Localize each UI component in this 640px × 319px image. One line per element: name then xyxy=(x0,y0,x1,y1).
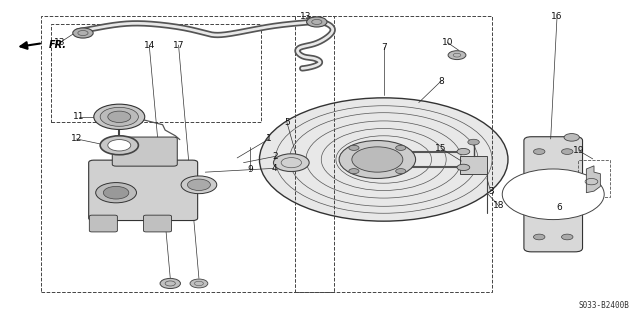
Circle shape xyxy=(94,104,145,130)
FancyBboxPatch shape xyxy=(112,137,177,166)
Bar xyxy=(460,156,487,174)
Circle shape xyxy=(96,182,136,203)
FancyBboxPatch shape xyxy=(143,215,172,232)
Text: 13: 13 xyxy=(54,38,66,47)
Circle shape xyxy=(110,138,128,146)
Circle shape xyxy=(188,179,211,190)
Text: 11: 11 xyxy=(74,112,85,121)
Circle shape xyxy=(339,141,415,178)
Circle shape xyxy=(190,279,208,288)
Text: 8: 8 xyxy=(438,77,444,85)
Bar xyxy=(41,16,334,292)
Bar xyxy=(578,160,610,197)
FancyBboxPatch shape xyxy=(90,215,117,232)
Text: 17: 17 xyxy=(173,41,184,49)
Circle shape xyxy=(561,149,573,154)
Text: 7: 7 xyxy=(381,43,387,52)
Text: 4: 4 xyxy=(271,164,277,173)
Text: 18: 18 xyxy=(493,201,504,210)
Bar xyxy=(51,24,261,122)
Circle shape xyxy=(448,51,466,60)
FancyBboxPatch shape xyxy=(524,137,582,252)
Text: 1: 1 xyxy=(266,134,272,144)
Circle shape xyxy=(73,28,93,38)
Circle shape xyxy=(160,278,180,288)
Circle shape xyxy=(561,234,573,240)
Circle shape xyxy=(457,148,470,155)
FancyBboxPatch shape xyxy=(89,160,198,220)
Circle shape xyxy=(534,234,545,240)
Text: 19: 19 xyxy=(573,146,584,155)
Text: 13: 13 xyxy=(300,12,312,21)
Circle shape xyxy=(349,145,359,150)
Circle shape xyxy=(100,136,138,155)
Text: 9: 9 xyxy=(247,165,253,174)
Text: 3: 3 xyxy=(488,187,493,196)
Text: 5: 5 xyxy=(284,118,290,127)
Polygon shape xyxy=(586,166,600,193)
Circle shape xyxy=(259,98,508,221)
Circle shape xyxy=(108,140,131,151)
Circle shape xyxy=(564,134,579,141)
Circle shape xyxy=(468,139,479,145)
Bar xyxy=(294,16,492,292)
Text: 16: 16 xyxy=(551,12,563,21)
Circle shape xyxy=(457,164,470,171)
Circle shape xyxy=(349,169,359,174)
Text: 10: 10 xyxy=(442,38,453,47)
Text: 12: 12 xyxy=(71,134,83,144)
Text: 15: 15 xyxy=(435,144,447,153)
Text: S033-B2400B: S033-B2400B xyxy=(578,301,629,310)
Text: 14: 14 xyxy=(143,41,155,49)
Circle shape xyxy=(100,107,138,126)
Circle shape xyxy=(534,149,545,154)
Circle shape xyxy=(108,111,131,122)
Text: 2: 2 xyxy=(273,152,278,161)
Circle shape xyxy=(502,169,604,219)
Circle shape xyxy=(273,154,309,172)
Circle shape xyxy=(181,176,217,194)
Circle shape xyxy=(307,17,327,27)
Circle shape xyxy=(103,186,129,199)
Circle shape xyxy=(352,147,403,172)
Circle shape xyxy=(396,145,406,150)
Circle shape xyxy=(396,169,406,174)
Text: 6: 6 xyxy=(556,203,562,212)
Text: FR.: FR. xyxy=(49,40,67,50)
